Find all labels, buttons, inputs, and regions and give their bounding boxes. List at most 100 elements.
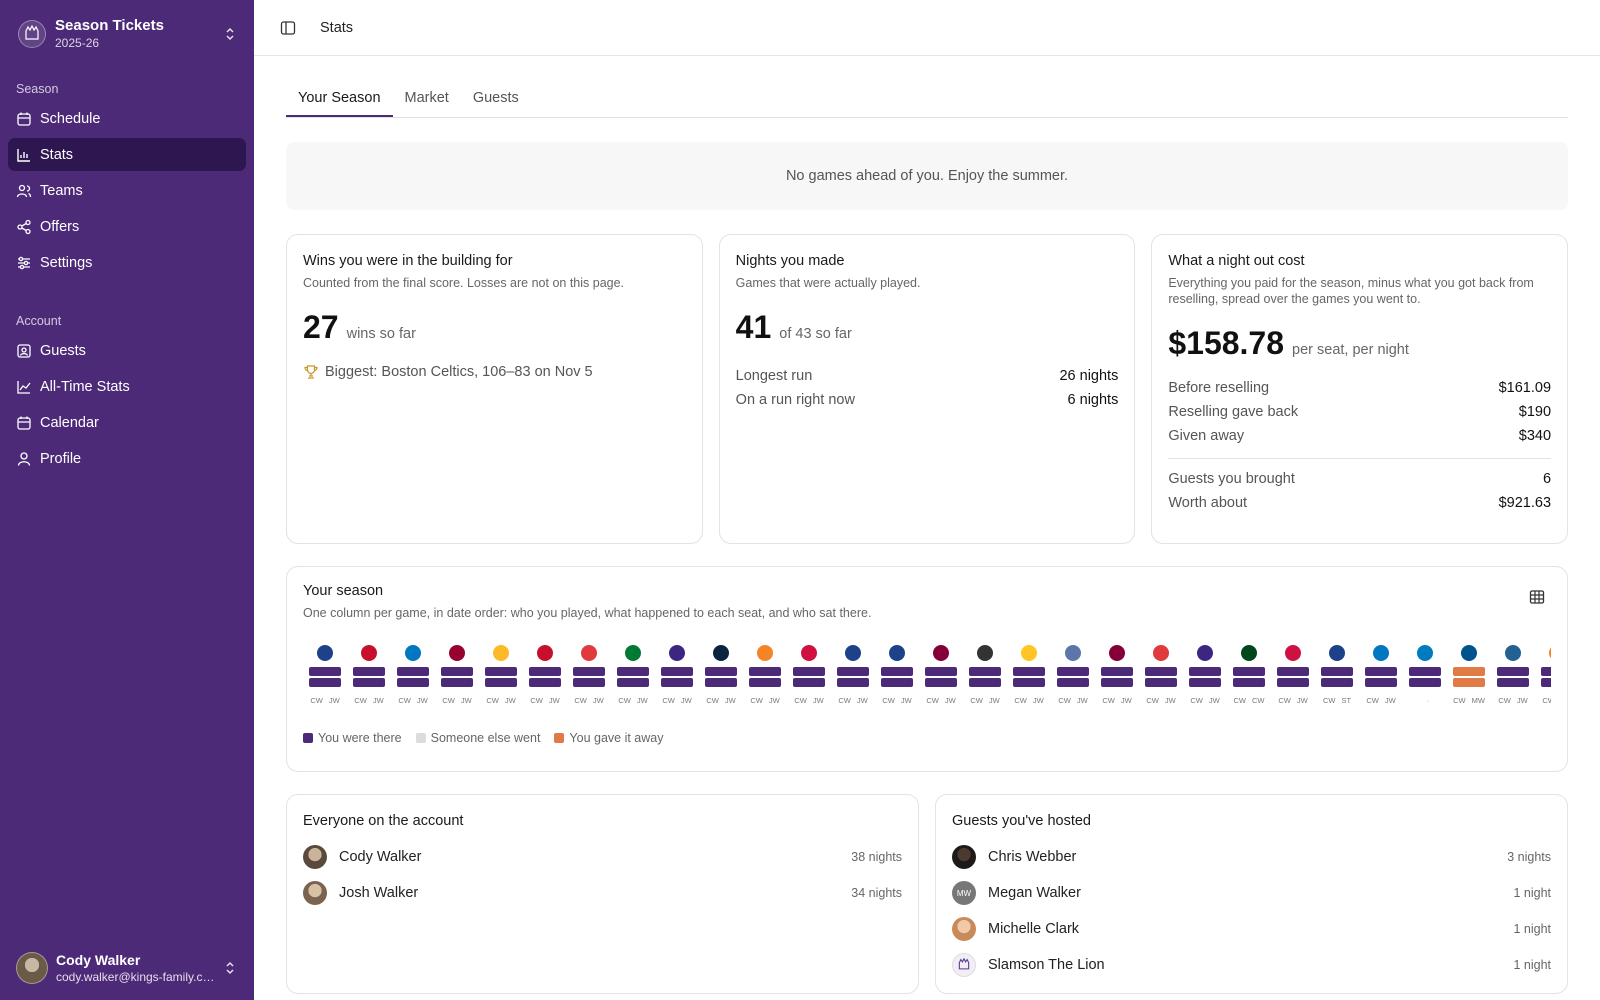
tab-guests[interactable]: Guests xyxy=(472,90,519,106)
list-item[interactable]: Cody Walker 38 nights xyxy=(303,839,902,875)
sidebar-item-teams[interactable]: Teams xyxy=(8,174,246,207)
sidebar-item-all-time-stats[interactable]: All-Time Stats xyxy=(8,370,246,403)
seat-status xyxy=(573,678,605,687)
team-logo-icon xyxy=(757,645,773,661)
sidebar-item-guests[interactable]: Guests xyxy=(8,334,246,367)
sidebar-item-stats[interactable]: Stats xyxy=(8,138,246,171)
line-chart-icon xyxy=(17,380,31,394)
seat-status xyxy=(1365,678,1397,687)
team-switcher[interactable]: Season Tickets 2025-26 xyxy=(0,0,254,66)
list-item[interactable]: MW Megan Walker 1 night xyxy=(952,875,1551,911)
list-item[interactable]: Chris Webber 3 nights xyxy=(952,839,1551,875)
seat-initial: CW xyxy=(1146,696,1159,705)
seat-status xyxy=(1321,678,1353,687)
list-item[interactable]: Josh Walker 34 nights xyxy=(303,875,902,911)
game-column[interactable]: · xyxy=(1403,645,1447,705)
team-logo-icon xyxy=(713,645,729,661)
sidebar-item-label: Profile xyxy=(40,450,82,467)
stat-row: Worth about $921.63 xyxy=(1168,491,1551,515)
list-item[interactable]: Slamson The Lion 1 night xyxy=(952,947,1551,983)
stat-row: Given away $340 xyxy=(1168,424,1551,448)
seat-initial: CW xyxy=(442,696,455,705)
tab-market[interactable]: Market xyxy=(404,90,449,106)
table-icon xyxy=(1529,590,1545,604)
user-menu[interactable]: Cody Walker cody.walker@kings-family.com xyxy=(0,936,254,1000)
sidebar-item-label: Guests xyxy=(40,342,86,359)
sidebar-item-schedule[interactable]: Schedule xyxy=(8,102,246,135)
game-column[interactable]: CW CW xyxy=(1227,645,1271,705)
team-logo-icon xyxy=(449,645,465,661)
seat-status xyxy=(441,667,473,676)
person-name: Josh Walker xyxy=(339,885,419,901)
sidebar-item-label: Calendar xyxy=(40,414,99,431)
seat-initial: CW xyxy=(310,696,323,705)
sidebar-item-label: Schedule xyxy=(40,110,101,127)
list-item[interactable]: Michelle Clark 1 night xyxy=(952,911,1551,947)
seat-initial: CW xyxy=(794,696,807,705)
legend-item-gave: You gave it away xyxy=(554,731,663,745)
stat-value: $161.09 xyxy=(1498,380,1552,396)
seat-initial: JW xyxy=(1384,696,1396,705)
game-column[interactable]: CW ST xyxy=(1315,645,1359,705)
avatar xyxy=(303,881,327,905)
table-view-button[interactable] xyxy=(1529,589,1545,610)
seat-initial: JW xyxy=(636,696,648,705)
trophy-icon xyxy=(304,365,318,379)
stat-row: Guests you brought 6 xyxy=(1168,467,1551,491)
seat-initial: JW xyxy=(1296,696,1308,705)
team-logo-icon xyxy=(1549,645,1551,661)
team-logo-icon xyxy=(669,645,685,661)
panel-left-icon xyxy=(280,20,296,35)
tab-your-season[interactable]: Your Season xyxy=(286,80,393,117)
seat-status xyxy=(661,678,693,687)
seat-status xyxy=(881,678,913,687)
seat-status xyxy=(1233,667,1265,676)
games-strip: CW JW CW JW CW JW CW JW CW JW CW JW CW JW CW JW CW JW CW JW… xyxy=(303,645,1551,705)
seat-status xyxy=(925,667,957,676)
user-icon xyxy=(17,451,31,466)
sidebar-item-offers[interactable]: Offers xyxy=(8,210,246,243)
stat-label: On a run right now xyxy=(735,392,855,408)
sidebar-item-profile[interactable]: Profile xyxy=(8,442,246,475)
seat-initial: JW xyxy=(1208,696,1220,705)
card-title: Your season xyxy=(303,583,384,599)
sidebar-toggle-button[interactable] xyxy=(274,14,302,42)
stat-label: Guests you brought xyxy=(1168,471,1295,487)
team-logo-icon xyxy=(1285,645,1301,661)
tab-bar: Your Season Market Guests xyxy=(286,80,1568,118)
sidebar-item-settings[interactable]: Settings xyxy=(8,246,246,279)
team-logo-icon xyxy=(537,645,553,661)
stat-row: Longest run 26 nights xyxy=(736,364,1119,388)
sidebar-item-calendar[interactable]: Calendar xyxy=(8,406,246,439)
seat-status xyxy=(705,678,737,687)
team-logo-icon xyxy=(933,645,949,661)
game-column[interactable]: CW MW xyxy=(1447,645,1491,705)
